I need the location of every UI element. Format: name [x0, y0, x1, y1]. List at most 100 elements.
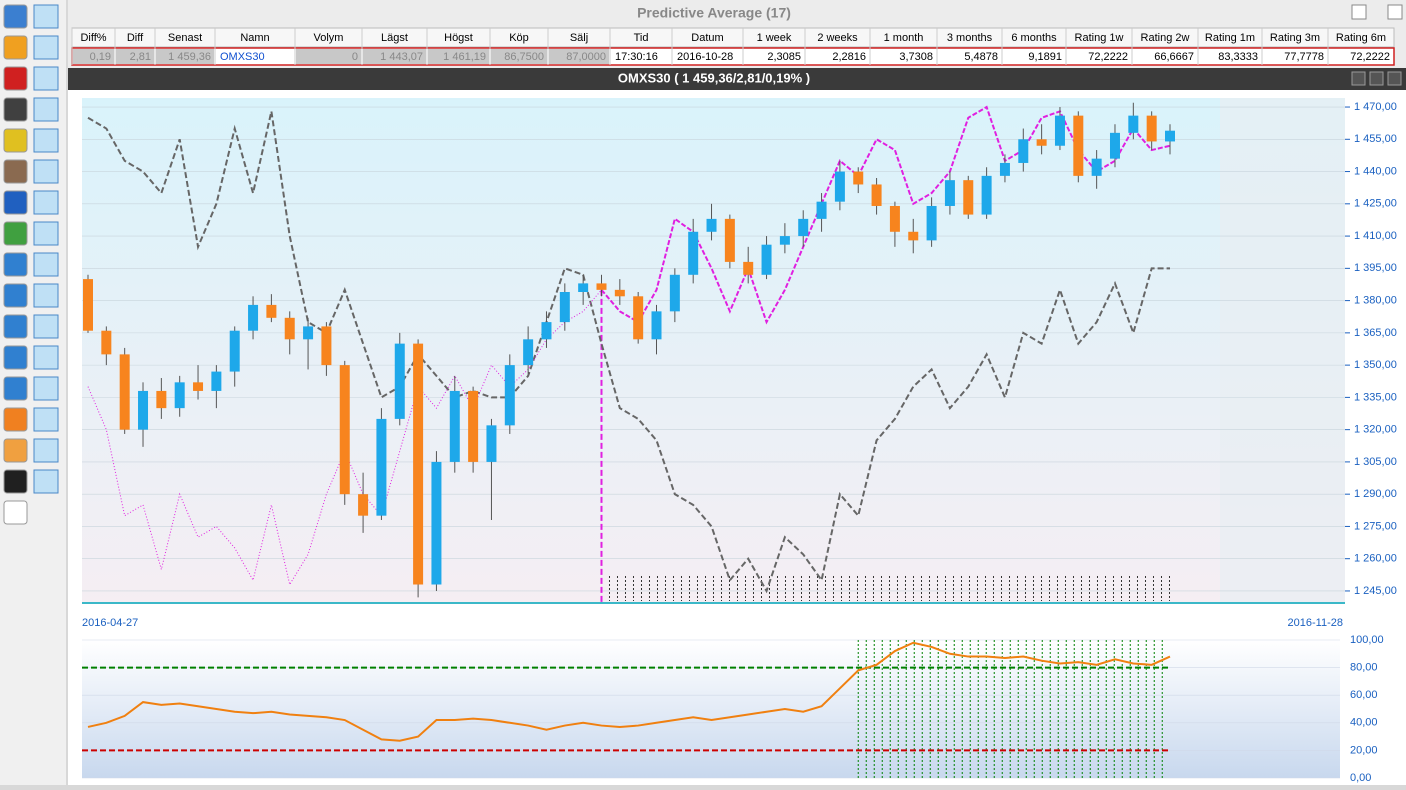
y-tick-label: 1 260,00	[1354, 553, 1397, 565]
candle-body	[1036, 139, 1047, 146]
tool-icon[interactable]	[3, 407, 28, 432]
candle-body	[889, 205, 900, 232]
tool-icon[interactable]	[3, 469, 28, 494]
candle-body	[83, 279, 93, 331]
candle-body	[578, 283, 589, 292]
tool-icon[interactable]	[3, 190, 28, 215]
candle-body	[761, 244, 772, 275]
tool-icon[interactable]	[33, 221, 59, 246]
tool-icon[interactable]	[3, 66, 28, 91]
candle-body	[706, 218, 717, 232]
table-cell: 1 461,19	[443, 51, 486, 63]
maximize-button[interactable]	[1369, 71, 1384, 86]
minimize-button[interactable]	[1351, 4, 1367, 20]
y-tick-label: 1 350,00	[1354, 359, 1397, 371]
tool-icon[interactable]	[3, 35, 28, 60]
column-header: 1 month	[884, 32, 924, 44]
cell-bg	[363, 49, 426, 64]
x-label: 2016-11-28	[1288, 617, 1343, 629]
candle-body	[743, 261, 754, 275]
candle-body	[798, 218, 809, 237]
tool-icon[interactable]	[3, 283, 28, 308]
tool-icon[interactable]	[33, 252, 59, 277]
tool-icon[interactable]	[3, 500, 28, 525]
candle-body	[376, 418, 387, 516]
tool-icon[interactable]	[33, 66, 59, 91]
tool-icon[interactable]	[33, 35, 59, 60]
candle-body	[669, 274, 680, 312]
close-button[interactable]	[1387, 4, 1403, 20]
table-cell: 0,19	[90, 51, 111, 63]
tool-icon[interactable]	[33, 345, 59, 370]
y-tick-label: 1 425,00	[1354, 198, 1397, 210]
tool-icon[interactable]	[3, 221, 28, 246]
tool-icon[interactable]	[33, 128, 59, 153]
candle-body	[724, 218, 735, 262]
column-header: Lägst	[381, 32, 408, 44]
minimize-button[interactable]	[1351, 71, 1366, 86]
candle-body	[963, 180, 974, 215]
cell-bg	[491, 49, 547, 64]
y-tick-label: 1 305,00	[1354, 456, 1397, 468]
y-tick-label: 1 440,00	[1354, 165, 1397, 177]
tool-icon[interactable]	[3, 438, 28, 463]
tool-icon[interactable]	[33, 438, 59, 463]
table-cell: 9,1891	[1028, 51, 1062, 63]
chart-window-bar	[68, 68, 1406, 90]
window-title: Predictive Average (17)	[637, 5, 791, 21]
tool-icon[interactable]	[33, 469, 59, 494]
tool-icon[interactable]	[33, 159, 59, 184]
column-header: Rating 6m	[1336, 32, 1386, 44]
cell-bg	[549, 49, 609, 64]
tool-icon[interactable]	[33, 97, 59, 122]
tool-icon[interactable]	[3, 97, 28, 122]
candle-body	[1018, 139, 1029, 163]
tool-icon[interactable]	[3, 314, 28, 339]
candle-body	[853, 171, 864, 185]
column-header: Namn	[240, 32, 269, 44]
y-tick-label: 1 275,00	[1354, 520, 1397, 532]
tool-icon[interactable]	[33, 376, 59, 401]
table-cell: 1 459,36	[168, 51, 211, 63]
tool-icon[interactable]	[33, 190, 59, 215]
y-tick-label: 1 455,00	[1354, 133, 1397, 145]
candle-body	[523, 339, 534, 366]
column-header: Volym	[314, 32, 344, 44]
table-cell: 2,2816	[832, 51, 866, 63]
candle-body	[101, 330, 112, 355]
tool-icon[interactable]	[33, 283, 59, 308]
y-tick-label: 1 365,00	[1354, 327, 1397, 339]
tool-icon[interactable]	[33, 407, 59, 432]
table-cell: OMXS30	[220, 51, 265, 63]
tool-icon[interactable]	[33, 4, 59, 29]
candle-body	[358, 494, 369, 516]
tool-icon[interactable]	[3, 252, 28, 277]
column-header: 2 weeks	[817, 32, 858, 44]
candle-body	[284, 317, 295, 340]
candle-body	[321, 326, 332, 366]
cell-bg	[73, 49, 114, 64]
candle-body	[944, 180, 955, 206]
close-button[interactable]	[1387, 71, 1402, 86]
candle-body	[541, 322, 552, 340]
candle-body	[1146, 115, 1157, 142]
table-cell: 77,7778	[1284, 51, 1324, 63]
candle-body	[1109, 132, 1120, 159]
y-tick-label: 1 470,00	[1354, 101, 1397, 113]
candle-body	[981, 175, 992, 215]
cell-bg	[116, 49, 154, 64]
candle-body	[596, 283, 607, 290]
table-cell: 66,6667	[1154, 51, 1194, 63]
candle-body	[834, 171, 845, 202]
oscillator-line	[87, 641, 1171, 742]
tool-icon[interactable]	[3, 4, 28, 29]
tool-icon[interactable]	[3, 128, 28, 153]
price-plot	[82, 98, 1345, 603]
tool-icon[interactable]	[33, 314, 59, 339]
tool-icon[interactable]	[3, 345, 28, 370]
y-tick-label: 1 410,00	[1354, 230, 1397, 242]
cell-bg	[156, 49, 214, 64]
tool-icon[interactable]	[3, 376, 28, 401]
tool-icon[interactable]	[3, 159, 28, 184]
